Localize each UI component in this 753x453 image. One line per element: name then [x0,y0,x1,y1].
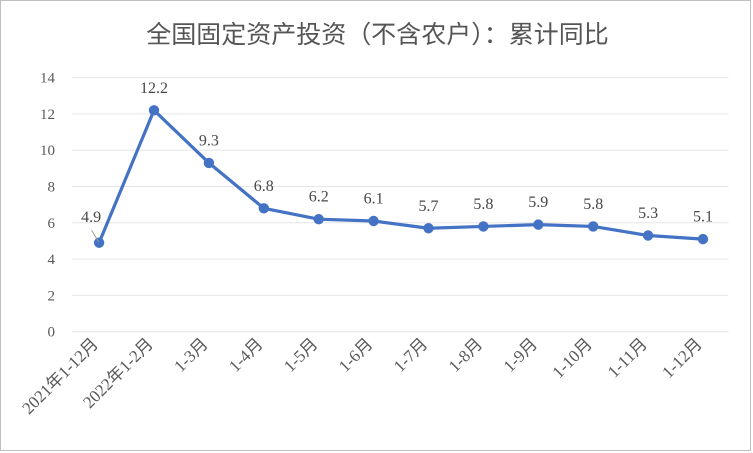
svg-text:6.1: 6.1 [364,190,384,207]
svg-text:5.8: 5.8 [473,196,493,213]
svg-text:1-3月: 1-3月 [170,334,211,375]
svg-text:12.2: 12.2 [140,80,168,97]
svg-text:1-4月: 1-4月 [225,334,266,375]
svg-text:1-7月: 1-7月 [390,334,431,375]
svg-text:0: 0 [48,325,56,341]
svg-text:5.7: 5.7 [419,198,439,215]
svg-text:6: 6 [48,216,56,232]
svg-text:8: 8 [48,180,56,196]
svg-text:5.1: 5.1 [693,209,713,226]
svg-text:1-12月: 1-12月 [658,334,705,381]
svg-text:1-10月: 1-10月 [549,334,596,381]
svg-text:5.8: 5.8 [583,196,603,213]
svg-text:1-9月: 1-9月 [500,334,541,375]
svg-text:12: 12 [40,107,55,123]
svg-text:5.9: 5.9 [528,194,548,211]
svg-text:6.8: 6.8 [254,178,274,195]
svg-text:1-11月: 1-11月 [604,334,651,381]
svg-text:4: 4 [48,252,56,268]
svg-text:5.3: 5.3 [638,205,658,222]
svg-text:14: 14 [40,71,56,87]
svg-text:1-8月: 1-8月 [445,334,486,375]
svg-text:10: 10 [40,143,55,159]
svg-text:1-5月: 1-5月 [280,334,321,375]
svg-text:6.2: 6.2 [309,189,329,206]
svg-text:2: 2 [48,288,56,304]
svg-text:4.9: 4.9 [81,209,101,226]
svg-text:9.3: 9.3 [199,132,219,149]
svg-text:1-6月: 1-6月 [335,334,376,375]
